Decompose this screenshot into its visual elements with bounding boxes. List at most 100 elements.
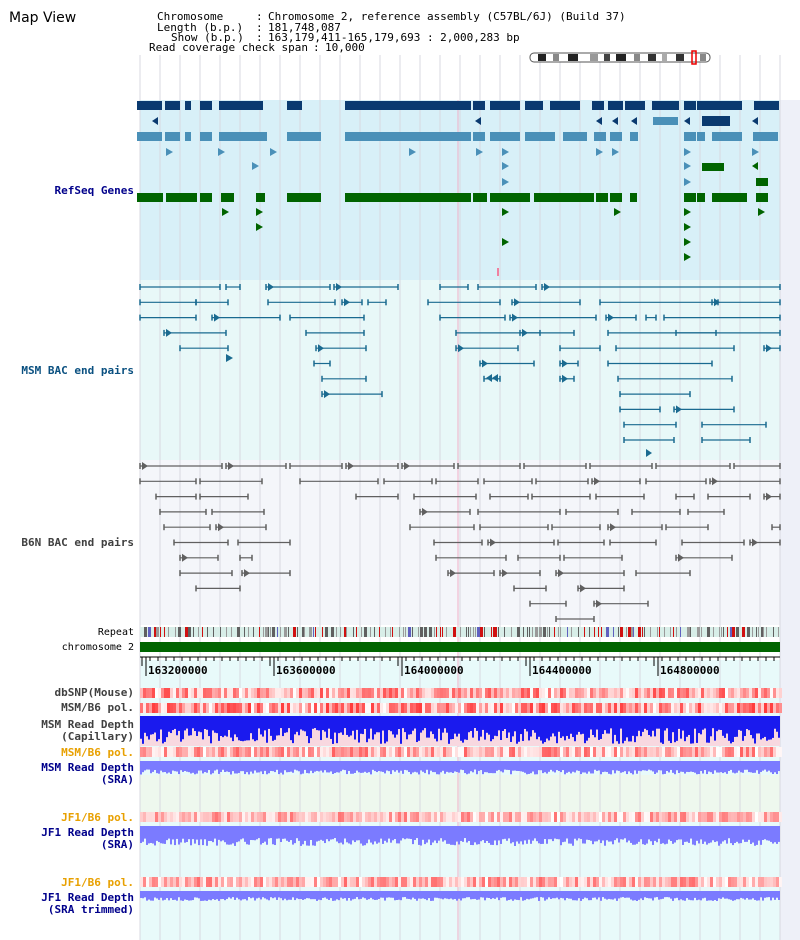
gene-feature — [753, 132, 778, 141]
track-label-jf1-depth-sub: (SRA) — [100, 838, 134, 851]
track-label-msm-depth-capillary[interactable]: MSM Read Depth — [41, 718, 134, 731]
bac-end-pair — [557, 539, 605, 546]
track-label-msm-depth-sra[interactable]: MSM Read Depth — [41, 761, 134, 774]
gene-feature — [287, 193, 321, 202]
bac-end-pair — [435, 554, 507, 561]
chromosome-bar — [140, 642, 780, 652]
bac-end-pair — [673, 405, 735, 414]
track-label-dbsnp[interactable]: dbSNP(Mouse) — [54, 686, 134, 699]
bac-end-pair — [179, 345, 229, 352]
ruler-tick-label: 164800000 — [660, 664, 720, 677]
gene-arrow — [684, 117, 690, 125]
bac-end-pair — [225, 462, 287, 470]
gene-feature — [525, 132, 555, 141]
info-colon: : — [313, 41, 320, 54]
info-chromosome-key: Chromosome — [157, 10, 224, 23]
bac-end-pair — [535, 478, 589, 485]
track-label-jf1-pol-2[interactable]: JF1/B6 pol. — [61, 876, 134, 889]
gene-arrow — [502, 208, 509, 216]
jf1-depth-trimmed — [140, 891, 780, 901]
ideogram-position-marker — [691, 50, 697, 65]
bac-end-pair — [139, 314, 197, 321]
bac-end-pair — [455, 344, 519, 353]
bac-end-pair — [635, 570, 691, 577]
gene-feature — [473, 193, 487, 202]
bac-end-pair — [749, 538, 781, 547]
bac-end-pair — [315, 344, 367, 353]
bac-end-pair — [237, 539, 291, 546]
track-label-msm-pol-2[interactable]: MSM/B6 pol. — [61, 746, 134, 759]
track-label-msm-bac[interactable]: MSM BAC end pairs — [21, 364, 134, 377]
gene-arrow — [612, 148, 619, 156]
gene-feature — [137, 193, 163, 202]
gene-feature — [137, 101, 162, 110]
bac-end-pair — [211, 313, 281, 322]
bac-end-pair — [457, 463, 521, 469]
info-show-value: 163,179,411-165,179,693 : 2,000,283 bp — [268, 31, 520, 44]
gene-arrow — [492, 374, 498, 382]
bac-end-pair — [523, 463, 587, 469]
bac-end-pair — [487, 538, 555, 547]
gene-feature — [594, 132, 606, 141]
track-label-jf1-depth[interactable]: JF1 Read Depth — [41, 826, 134, 839]
jf1-pol-heat-1 — [140, 812, 782, 822]
gene-feature — [754, 101, 779, 110]
gene-feature — [608, 101, 623, 110]
gene-feature — [345, 193, 471, 202]
bac-end-pair — [771, 524, 781, 531]
bac-end-pair — [675, 553, 733, 562]
bac-end-pair — [139, 478, 197, 485]
info-length-value: 181,748,087 — [268, 21, 341, 34]
gene-arrow — [252, 162, 259, 170]
gene-feature — [165, 132, 180, 141]
bac-end-pair — [289, 463, 343, 469]
bac-end-pair — [655, 463, 731, 469]
bac-end-pair — [615, 345, 735, 352]
gene-feature — [345, 132, 471, 141]
track-label-jf1-depth-trimmed-sub: (SRA trimmed) — [47, 903, 134, 916]
bac-end-pair — [239, 554, 253, 561]
track-label-msm-pol-1[interactable]: MSM/B6 pol. — [61, 701, 134, 714]
track-label-jf1-pol-1[interactable]: JF1/B6 pol. — [61, 811, 134, 824]
bac-end-pair — [645, 314, 657, 321]
bac-end-pair — [517, 554, 561, 561]
info-colon: : — [256, 21, 263, 34]
bac-end-pair — [619, 406, 661, 413]
bac-end-pair — [305, 329, 365, 336]
bac-end-pair — [479, 359, 535, 368]
bac-end-pair — [163, 328, 227, 337]
bac-end-pair — [155, 493, 197, 500]
bac-end-pair — [763, 344, 781, 353]
bac-end-pair — [383, 478, 433, 485]
bac-end-pair — [345, 462, 399, 470]
bac-end-pair — [341, 298, 363, 307]
gene-feature — [702, 116, 730, 126]
bac-end-pair — [195, 585, 241, 592]
bac-end-pair — [665, 524, 709, 531]
bac-end-pair — [139, 462, 223, 470]
track-label-b6n-bac[interactable]: B6N BAC end pairs — [21, 536, 134, 549]
gene-feature — [525, 101, 543, 110]
bac-end-pair — [483, 478, 533, 485]
gene-feature — [490, 132, 520, 141]
gene-arrow — [684, 208, 691, 216]
jf1-pol-heat-2 — [140, 877, 782, 887]
bac-end-pair — [555, 569, 625, 578]
track-label-refseq[interactable]: RefSeq Genes — [54, 184, 134, 197]
bac-end-pair — [513, 585, 547, 592]
gene-feature — [596, 193, 608, 202]
bac-end-pair — [645, 478, 707, 485]
track-label-jf1-depth-trimmed[interactable]: JF1 Read Depth — [41, 891, 134, 904]
gene-feature — [165, 101, 180, 110]
gene-feature — [185, 132, 191, 141]
gene-feature — [221, 193, 234, 202]
gene-arrow — [614, 208, 621, 216]
right-margin-bg — [780, 100, 800, 940]
bac-end-pair — [623, 437, 675, 443]
bac-end-pair — [447, 569, 495, 578]
bac-end-pair — [605, 313, 637, 322]
gene-feature — [630, 193, 637, 202]
bac-end-pair — [439, 314, 506, 321]
